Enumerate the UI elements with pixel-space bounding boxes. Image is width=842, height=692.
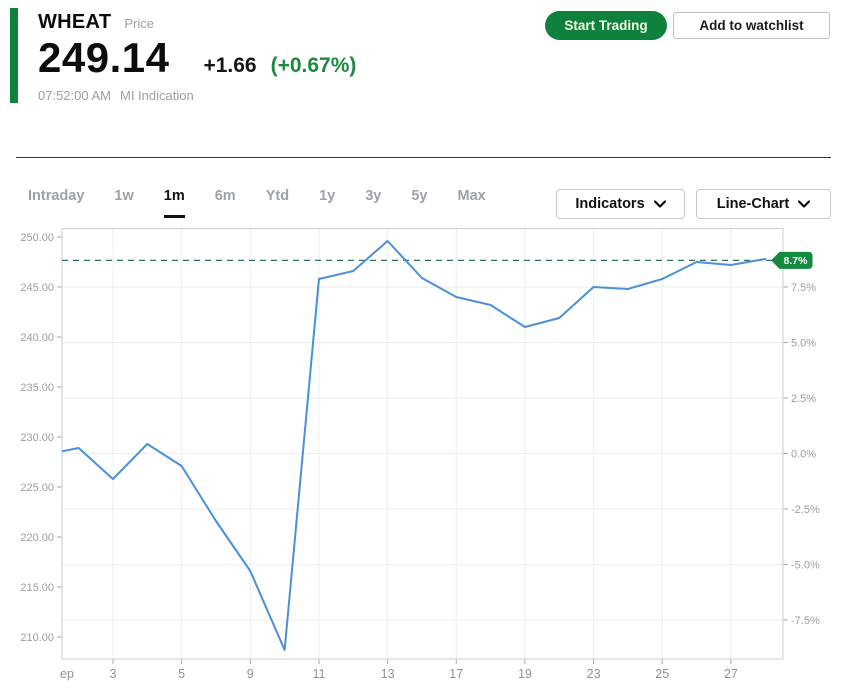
price-chart-canvas[interactable]: 7.5% 5.0% 2.5% 0.0% -2.5% -5.0% -7.5% ep 3 5 9 11 13… xyxy=(0,228,842,692)
x-axis-label: 11 xyxy=(312,667,325,681)
chart-type-dropdown-label: Line-Chart xyxy=(716,196,790,212)
tab-1m[interactable]: 1m xyxy=(163,188,185,218)
header-separator xyxy=(16,157,831,158)
chevron-down-icon xyxy=(653,200,666,208)
accent-bar xyxy=(10,8,18,103)
current-value-badge-label: 8.7% xyxy=(784,255,809,267)
indicators-dropdown[interactable]: Indicators xyxy=(556,189,685,219)
left-axis-label: 215.00 xyxy=(20,582,54,594)
chart-grid: 7.5% 5.0% 2.5% 0.0% -2.5% -5.0% -7.5% ep 3 5 9 11 13… xyxy=(20,228,820,681)
price-change-percent: (+0.67%) xyxy=(270,54,357,77)
start-trading-button[interactable]: Start Trading xyxy=(545,11,667,40)
add-to-watchlist-button[interactable]: Add to watchlist xyxy=(673,12,830,39)
price-type-label: Price xyxy=(124,16,154,31)
price-line xyxy=(62,240,767,651)
instrument-symbol: WHEAT xyxy=(38,11,112,33)
tab-1y[interactable]: 1y xyxy=(319,188,336,204)
x-axis-label: 25 xyxy=(655,667,669,681)
left-axis-label: 230.00 xyxy=(20,432,54,444)
quote-meta: 07:52:00 AM MI Indication xyxy=(38,88,194,103)
left-axis-label: 245.00 xyxy=(20,282,54,294)
x-axis-label-clipped: ep xyxy=(60,667,74,681)
left-axis-label: 250.00 xyxy=(20,232,54,244)
indicators-dropdown-label: Indicators xyxy=(575,196,645,212)
quote-source: MI Indication xyxy=(120,88,194,103)
right-axis-label: 7.5% xyxy=(791,282,816,294)
x-axis-label: 5 xyxy=(178,667,185,681)
price-change-absolute: +1.66 xyxy=(203,54,257,77)
tab-5y[interactable]: 5y xyxy=(411,188,428,204)
left-axis-label: 220.00 xyxy=(20,532,54,544)
plot-border xyxy=(61,228,784,660)
x-axis-label: 9 xyxy=(247,667,254,681)
instrument-header: WHEAT Price xyxy=(38,11,154,34)
quote-timestamp: 07:52:00 AM xyxy=(38,88,111,103)
right-axis-label: -2.5% xyxy=(791,504,820,516)
left-axis-label: 240.00 xyxy=(20,332,54,344)
price-row: 249.14 +1.66 (+0.67%) xyxy=(38,34,356,82)
chevron-down-icon xyxy=(798,200,811,208)
x-axis-label: 23 xyxy=(587,667,601,681)
left-axis-label: 225.00 xyxy=(20,482,54,494)
price-chart[interactable]: 7.5% 5.0% 2.5% 0.0% -2.5% -5.0% -7.5% ep 3 5 9 11 13… xyxy=(0,228,842,692)
right-axis-label: 2.5% xyxy=(791,393,816,405)
current-value-badge: 8.7% xyxy=(771,251,813,269)
current-price: 249.14 xyxy=(38,34,170,81)
x-axis-label: 13 xyxy=(381,667,395,681)
left-axis-label: 235.00 xyxy=(20,382,54,394)
x-axis-label: 19 xyxy=(518,667,532,681)
x-axis-label: 27 xyxy=(724,667,738,681)
tab-6m[interactable]: 6m xyxy=(214,188,236,204)
right-axis-label: -7.5% xyxy=(791,615,820,627)
tab-intraday[interactable]: Intraday xyxy=(28,188,85,204)
x-axis-label: 3 xyxy=(109,667,116,681)
time-range-tabs: Intraday 1w 1m 6m Ytd 1y 3y 5y Max xyxy=(28,188,486,218)
right-axis-label: 0.0% xyxy=(791,449,816,461)
tab-max[interactable]: Max xyxy=(457,188,486,204)
chart-type-dropdown[interactable]: Line-Chart xyxy=(696,189,831,219)
right-axis-label: 5.0% xyxy=(791,338,816,350)
x-axis-label: 17 xyxy=(449,667,463,681)
left-axis-label: 210.00 xyxy=(20,632,54,644)
right-axis-label: -5.0% xyxy=(791,560,820,572)
tab-ytd[interactable]: Ytd xyxy=(265,188,290,204)
tab-1w[interactable]: 1w xyxy=(114,188,134,204)
tab-3y[interactable]: 3y xyxy=(365,188,382,204)
